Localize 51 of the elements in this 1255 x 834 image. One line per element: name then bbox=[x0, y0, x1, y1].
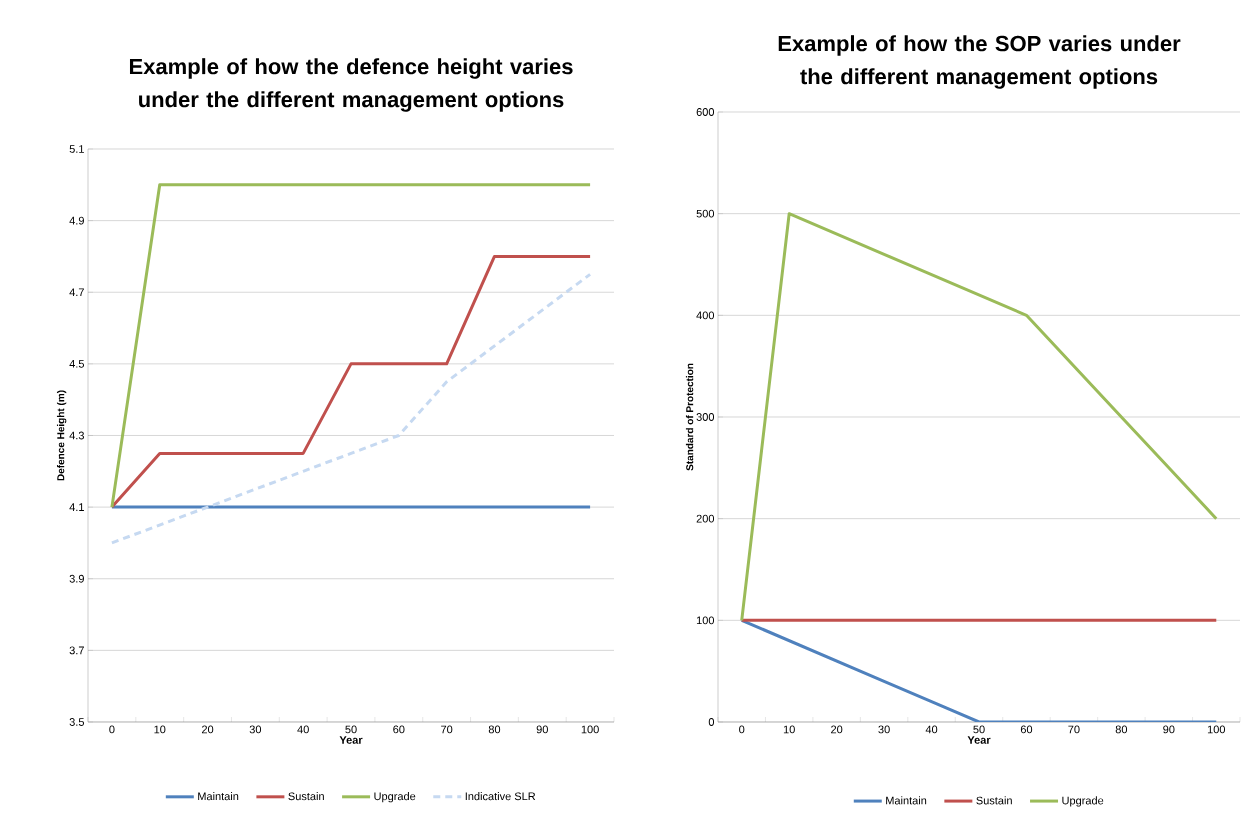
x-tick-label: 60 bbox=[1020, 725, 1033, 734]
y-tick-label: 3.7 bbox=[69, 646, 84, 655]
x-tick-label: 10 bbox=[154, 725, 166, 734]
x-tick-label: 70 bbox=[1068, 725, 1080, 734]
x-tick-label: 0 bbox=[739, 725, 745, 734]
y-tick-label: 500 bbox=[696, 209, 715, 218]
x-tick-label: 50 bbox=[345, 725, 357, 734]
y-tick-label: 4.1 bbox=[69, 503, 84, 511]
legend-label: Sustain bbox=[288, 792, 324, 801]
legend-label: Maintain bbox=[886, 796, 927, 805]
legend-label: Indicative SLR bbox=[465, 792, 536, 801]
chart-title: Example of how the defence height varies under the different management options bbox=[129, 58, 573, 112]
y-tick-label: 400 bbox=[696, 311, 715, 320]
x-tick-label: 90 bbox=[536, 725, 548, 734]
x-axis-title: Year bbox=[339, 736, 363, 744]
y-tick-label: 0 bbox=[708, 718, 715, 726]
x-tick-label: 0 bbox=[109, 725, 115, 734]
legend-label: Upgrade bbox=[1062, 796, 1104, 807]
y-tick-label: 100 bbox=[696, 616, 715, 625]
y-tick-label: 200 bbox=[696, 514, 715, 523]
x-tick-label: 40 bbox=[925, 725, 938, 734]
y-tick-label: 600 bbox=[696, 108, 715, 116]
x-tick-label: 80 bbox=[488, 725, 501, 734]
y-tick-label: 4.9 bbox=[69, 216, 84, 225]
legend-label: Maintain bbox=[198, 792, 239, 801]
x-axis-title: Year bbox=[967, 736, 991, 744]
x-tick-label: 50 bbox=[973, 725, 985, 734]
y-tick-label: 5.1 bbox=[69, 145, 84, 153]
x-tick-label: 70 bbox=[441, 725, 453, 734]
x-tick-label: 40 bbox=[297, 725, 309, 734]
chart-title: Example of how the SOP varies under the different management options bbox=[778, 35, 1181, 89]
legend-label: Upgrade bbox=[374, 792, 416, 803]
x-tick-label: 20 bbox=[831, 725, 843, 734]
x-tick-label: 100 bbox=[581, 725, 599, 734]
x-tick-label: 60 bbox=[393, 725, 405, 734]
legend-label: Sustain bbox=[976, 796, 1012, 805]
x-tick-label: 20 bbox=[201, 725, 214, 734]
x-tick-label: 30 bbox=[249, 725, 262, 734]
y-tick-label: 4.3 bbox=[69, 431, 84, 440]
y-tick-label: 4.5 bbox=[69, 360, 84, 368]
y-tick-label: 4.7 bbox=[69, 288, 84, 297]
x-tick-label: 90 bbox=[1163, 725, 1175, 734]
y-tick-label: 3.5 bbox=[69, 718, 84, 726]
y-tick-label: 3.9 bbox=[69, 574, 84, 583]
x-tick-label: 100 bbox=[1207, 725, 1226, 734]
y-axis-title: Standard of Protection bbox=[685, 363, 694, 471]
x-tick-label: 80 bbox=[1115, 725, 1128, 734]
x-tick-label: 30 bbox=[878, 725, 890, 734]
y-axis-title: Defence Height (m) bbox=[56, 390, 67, 481]
x-tick-label: 10 bbox=[783, 725, 795, 734]
y-tick-label: 300 bbox=[696, 413, 715, 421]
